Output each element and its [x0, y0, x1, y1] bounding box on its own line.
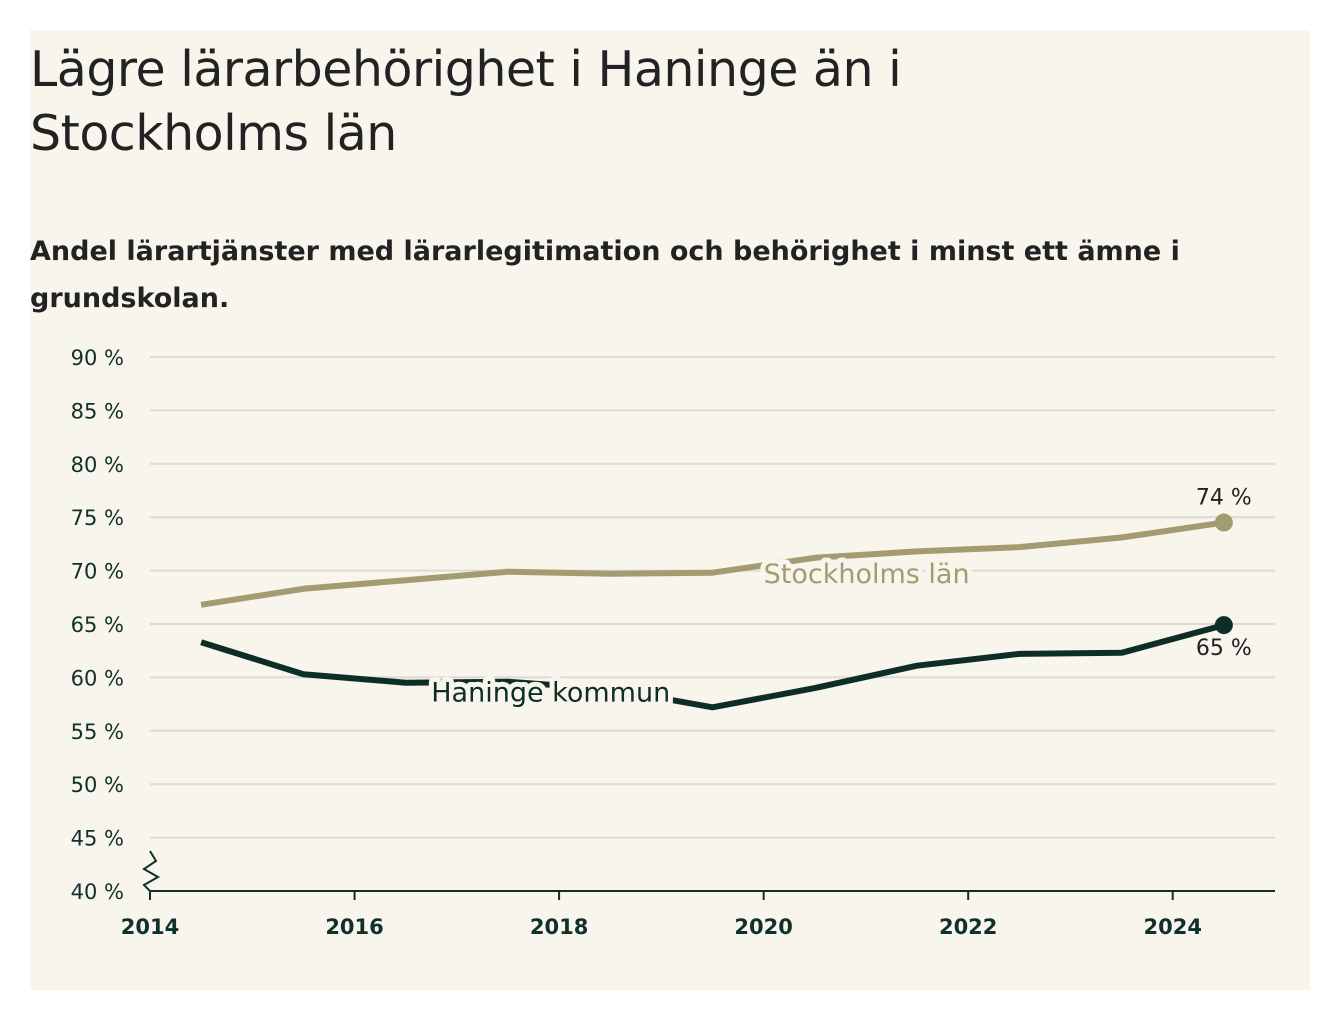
y-tick-label: 45 % — [71, 827, 124, 851]
y-tick-label: 40 % — [71, 880, 124, 904]
chart-card: Lägre lärarbehörighet i Haninge än i Sto… — [30, 30, 1310, 990]
x-tick-label: 2014 — [121, 915, 179, 939]
series-label: Stockholms län — [764, 559, 970, 590]
series-line — [200, 622, 1225, 711]
y-tick-label: 55 % — [71, 720, 124, 744]
line-chart: 40 % 45 % 50 % 55 % 60 % 65 % 70 % 75 % 80 % 85 %… — [71, 346, 1275, 939]
x-tick-label: 2018 — [530, 915, 588, 939]
x-tick-label: 2020 — [734, 915, 792, 939]
x-tick-label: 2022 — [939, 915, 997, 939]
chart-title: Lägre lärarbehörighet i Haninge än i Sto… — [30, 41, 902, 162]
y-tick-label: 50 % — [71, 773, 124, 797]
end-value-label: 65 % — [1196, 636, 1252, 661]
series-label: Haninge kommun — [431, 677, 670, 708]
y-tick-label: 85 % — [71, 399, 124, 423]
y-tick-label: 70 % — [71, 560, 124, 584]
end-value-label: 74 % — [1196, 486, 1252, 511]
series-end-marker — [1214, 513, 1233, 532]
y-tick-label: 90 % — [71, 346, 124, 370]
series-line — [200, 519, 1225, 608]
y-tick-label: 75 % — [71, 506, 124, 530]
x-tick-label: 2024 — [1144, 915, 1202, 939]
y-tick-label: 60 % — [71, 666, 124, 690]
axis-break-icon — [142, 850, 161, 892]
y-tick-label: 80 % — [71, 453, 124, 477]
y-tick-label: 65 % — [71, 613, 124, 637]
series-end-marker — [1214, 616, 1233, 635]
chart-subtitle: Andel lärartjänster med lärarlegitimatio… — [30, 236, 1180, 314]
x-tick-label: 2016 — [325, 915, 383, 939]
